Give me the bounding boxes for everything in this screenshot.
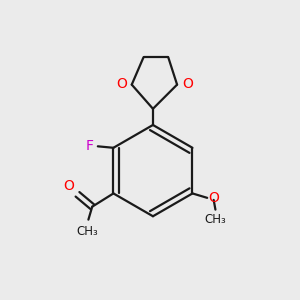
- Text: O: O: [116, 77, 127, 91]
- Text: CH₃: CH₃: [205, 213, 226, 226]
- Text: CH₃: CH₃: [76, 225, 98, 238]
- Text: O: O: [64, 179, 75, 193]
- Text: O: O: [182, 77, 193, 91]
- Text: O: O: [208, 191, 219, 205]
- Text: F: F: [86, 139, 94, 153]
